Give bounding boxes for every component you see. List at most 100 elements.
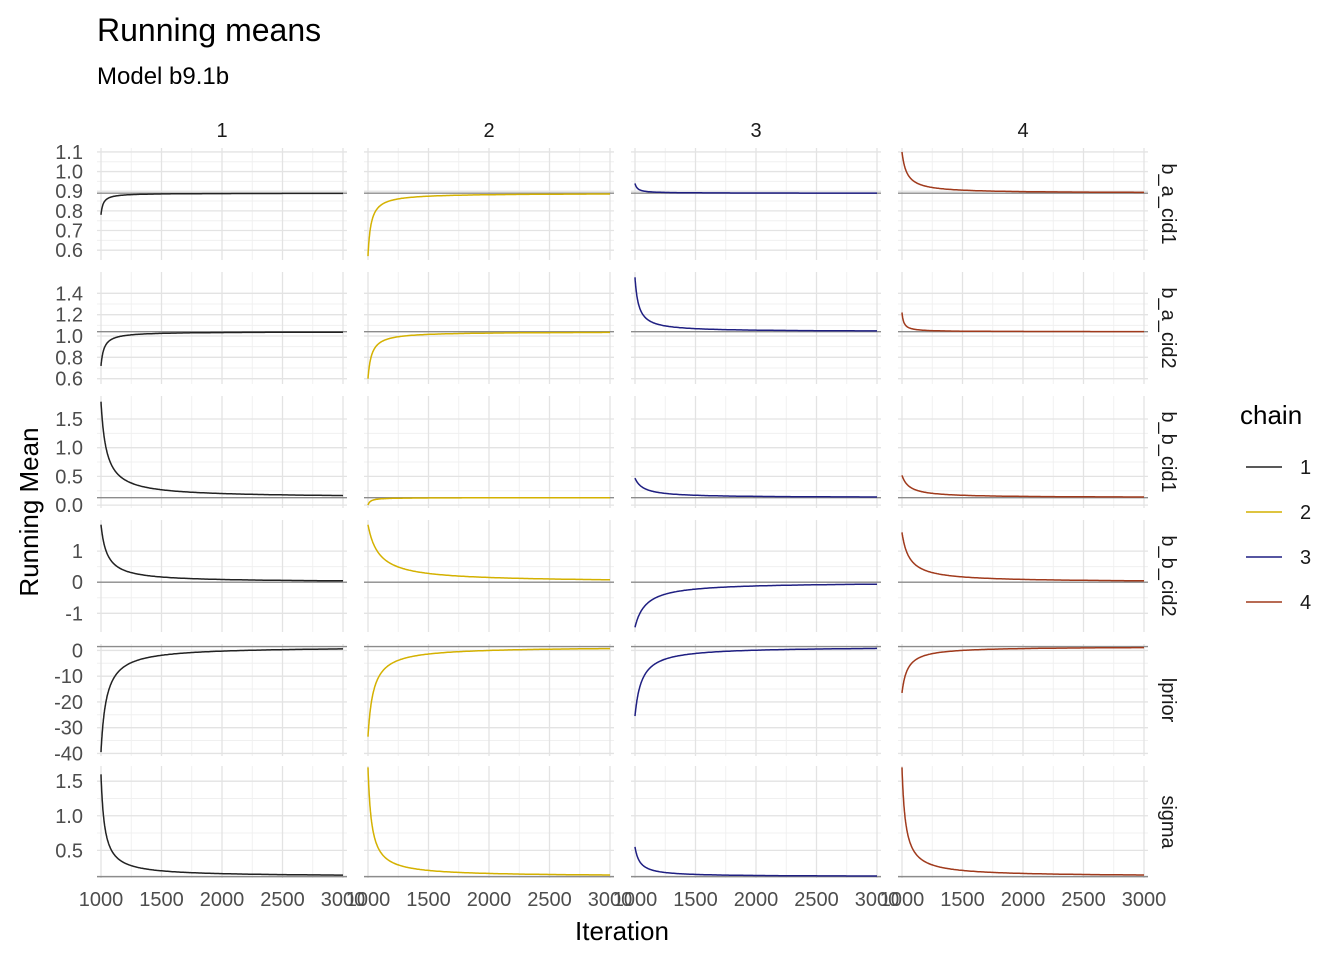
panel-b_b_cid1-2 [364,396,614,508]
row-strip-b_a_cid1: b_a_cid1 [1157,163,1179,244]
series-line-chain-2 [367,767,610,876]
legend-label-chain-4: 4 [1300,592,1311,614]
y-tick-label: 1.0 [55,326,83,348]
y-tick-label: 1 [72,541,83,563]
row-strip-b_b_cid1: b_b_cid1 [1157,411,1179,492]
y-tick-label: 0 [72,640,83,662]
x-tick-label: 2000 [1001,889,1046,911]
x-tick-label: 2500 [527,889,572,911]
facet-panels: 0.60.70.80.91.01.10.60.81.01.21.40.00.51… [54,142,1148,878]
x-tick-label: 1000 [880,889,925,911]
series-line-chain-4 [901,646,1144,693]
series-line-chain-4 [901,532,1144,582]
legend-title: chain [1240,400,1302,430]
panel-b_a_cid1-4 [898,148,1148,260]
y-tick-label: -1 [65,603,83,625]
series-line-chain-2 [367,193,610,257]
series-line-chain-2 [367,524,610,581]
y-tick-label: 0.6 [55,369,83,391]
y-tick-label: 0.5 [55,466,83,488]
y-tick-label: -40 [54,743,83,765]
legend-label-chain-2: 2 [1300,502,1311,524]
series-line-chain-1 [100,524,343,582]
panel-b_a_cid1-1 [97,148,347,260]
x-tick-label: 2000 [467,889,512,911]
y-tick-label: 1.5 [55,409,83,431]
x-tick-label: 2500 [1061,889,1106,911]
x-tick-label: 2500 [794,889,839,911]
y-tick-label: 0.0 [55,495,83,517]
x-tick-label: 2000 [734,889,779,911]
x-tick-label: 1000 [346,889,391,911]
series-line-chain-3 [634,583,877,628]
series-line-chain-1 [100,331,343,366]
x-tick-label: 2000 [200,889,245,911]
y-tick-label: 1.1 [55,142,83,164]
x-tick-label: 2500 [260,889,305,911]
y-tick-label: 1.0 [55,438,83,460]
x-tick-label: 1500 [673,889,718,911]
y-tick-label: 0.5 [55,840,83,862]
y-tick-label: -10 [54,666,83,688]
panel-b_a_cid1-2 [364,148,614,260]
panel-b_b_cid2-3 [631,520,881,632]
series-line-chain-4 [901,767,1144,876]
panel-sigma-4 [898,766,1148,878]
y-tick-label: 0 [72,572,83,594]
legend: chain 1 2 3 4 [1240,400,1311,614]
panel-lprior-1 [97,644,347,756]
column-strip-4: 4 [1017,120,1028,142]
chart-subtitle: Model b9.1b [97,63,229,90]
panel-b_b_cid1-3 [631,396,881,508]
panel-lprior-3 [631,644,881,756]
panel-b_b_cid2-2 [364,520,614,632]
panel-b_a_cid1-3 [631,148,881,260]
y-tick-label: -30 [54,718,83,740]
column-strip-3: 3 [750,120,761,142]
panel-lprior-4 [898,644,1148,756]
legend-label-chain-1: 1 [1300,457,1311,479]
column-strip-1: 1 [216,120,227,142]
series-line-chain-2 [367,331,610,379]
y-tick-label: 0.9 [55,181,83,203]
y-tick-label: 1.4 [55,283,83,305]
x-tick-label: 3000 [855,889,900,911]
row-strip-b_a_cid2: b_a_cid2 [1157,287,1179,368]
panel-b_b_cid2-4 [898,520,1148,632]
panel-sigma-1 [97,766,347,878]
series-line-chain-1 [100,648,343,753]
panel-b_b_cid1-4 [898,396,1148,508]
x-tick-label: 3000 [588,889,633,911]
x-tick-label: 3000 [1122,889,1167,911]
panel-b_a_cid2-1 [97,272,347,384]
y-tick-label: 0.7 [55,221,83,243]
panel-b_b_cid2-1 [97,520,347,632]
series-line-chain-4 [901,475,1144,498]
chart-title: Running means [97,12,321,48]
panel-sigma-3 [631,766,881,878]
y-tick-label: 1.0 [55,806,83,828]
series-line-chain-4 [901,151,1144,194]
series-line-chain-3 [634,477,877,498]
y-tick-label: -20 [54,692,83,714]
y-tick-label: 1.0 [55,162,83,184]
panel-b_a_cid2-3 [631,272,881,384]
row-strip-b_b_cid2: b_b_cid2 [1157,535,1179,616]
series-line-chain-2 [367,496,610,506]
x-tick-label: 3000 [321,889,366,911]
series-line-chain-3 [634,183,877,194]
legend-label-chain-3: 3 [1300,547,1311,569]
panel-lprior-2 [364,644,614,756]
y-tick-label: 0.8 [55,201,83,223]
y-axis-title: Running Mean [14,427,44,596]
series-line-chain-1 [100,774,343,876]
y-tick-label: 0.6 [55,240,83,262]
x-tick-label: 1500 [406,889,451,911]
series-line-chain-3 [634,846,877,877]
series-line-chain-1 [100,192,343,215]
legend-items: 1 2 3 4 [1246,457,1311,614]
x-tick-label: 1500 [139,889,184,911]
column-strips: 1 2 3 4 [216,120,1028,142]
